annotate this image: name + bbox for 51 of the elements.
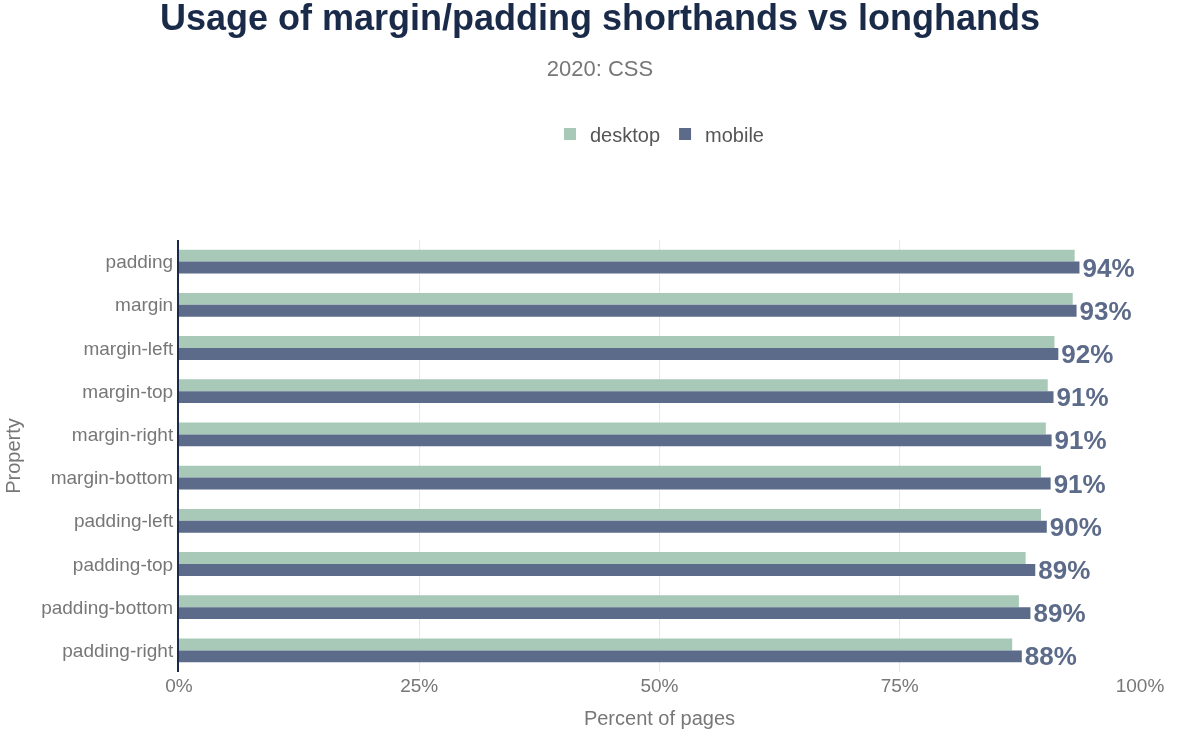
x-tick-label: 25% <box>400 675 439 696</box>
bar <box>179 477 1051 490</box>
bar <box>179 508 1042 521</box>
x-tick-label: 0% <box>165 675 193 696</box>
bar <box>179 650 1022 663</box>
bar <box>179 422 1046 435</box>
legend-label: desktop <box>590 123 661 146</box>
data-label: 93% <box>1079 295 1132 326</box>
bar <box>179 564 1036 576</box>
y-tick-label: padding-bottom <box>41 596 174 618</box>
bar <box>179 638 1013 651</box>
x-tick-label: 50% <box>640 675 679 696</box>
data-label: 88% <box>1024 641 1077 672</box>
data-label: 94% <box>1082 252 1135 283</box>
bar <box>179 465 1042 478</box>
y-tick-label: margin-top <box>82 380 174 402</box>
bar <box>179 292 1073 305</box>
chart-subtitle: 2020: CSS <box>546 56 654 82</box>
y-tick-label: margin-left <box>83 337 174 359</box>
y-tick-label: margin-bottom <box>50 467 174 489</box>
bar <box>179 336 1055 348</box>
bar <box>179 249 1075 262</box>
bar <box>179 379 1048 392</box>
y-axis-title: Property <box>2 418 25 494</box>
y-tick-label: padding-top <box>72 553 174 575</box>
data-label: 91% <box>1053 468 1106 499</box>
data-label: 90% <box>1049 511 1102 542</box>
data-label: 89% <box>1033 598 1086 629</box>
y-tick-label: padding-right <box>62 640 174 662</box>
y-tick-label: margin <box>115 294 174 316</box>
y-tick-label: margin-right <box>71 424 174 446</box>
data-label: 91% <box>1054 425 1107 456</box>
data-label: 89% <box>1038 554 1091 585</box>
chart-title: Usage of margin/padding shorthands vs longhands <box>159 0 1041 38</box>
bar <box>179 552 1026 564</box>
data-label: 92% <box>1061 338 1114 369</box>
x-tick-label: 75% <box>880 675 919 696</box>
bar <box>179 348 1059 360</box>
bar <box>179 434 1052 447</box>
x-axis-title: Percent of pages <box>583 706 736 729</box>
bar <box>179 520 1047 533</box>
bar <box>179 261 1080 274</box>
bar <box>179 595 1019 608</box>
data-label: 91% <box>1056 382 1109 413</box>
x-tick-label: 100% <box>1115 675 1165 696</box>
y-tick-label: padding-left <box>73 510 174 532</box>
y-tick-label: padding <box>105 251 174 273</box>
bar <box>179 391 1054 404</box>
legend-label: mobile <box>705 123 764 146</box>
bar <box>179 607 1031 620</box>
bar <box>179 304 1077 317</box>
